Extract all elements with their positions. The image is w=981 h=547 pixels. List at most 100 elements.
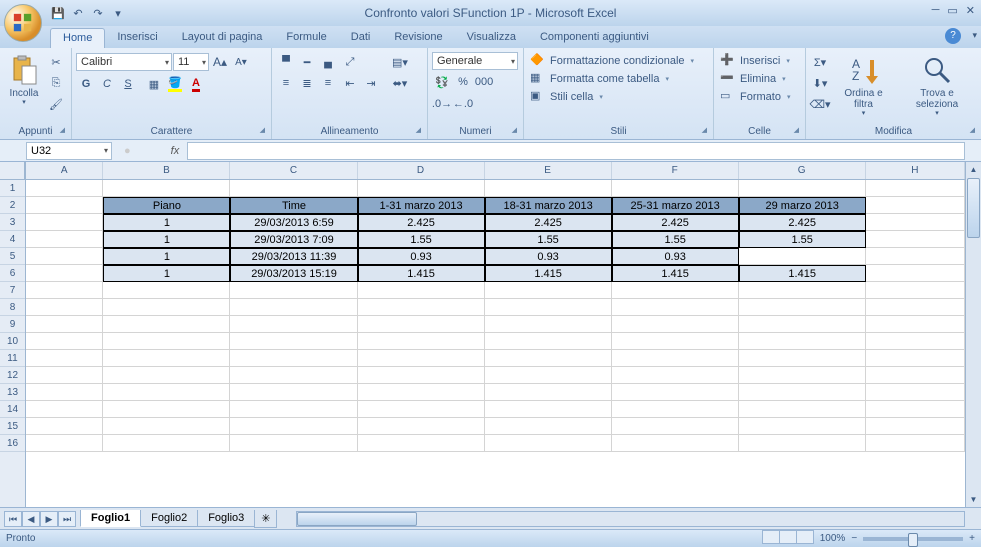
cell[interactable] (739, 316, 866, 333)
format-cells-button[interactable]: ▭Formato (718, 88, 792, 106)
cell[interactable] (230, 299, 357, 316)
help-icon[interactable]: ? (945, 28, 961, 44)
merge-center-button[interactable]: ⬌▾ (387, 73, 413, 93)
cell[interactable] (485, 299, 612, 316)
cell[interactable] (612, 401, 739, 418)
zoom-slider[interactable] (863, 537, 963, 541)
vertical-scrollbar[interactable]: ▲ ▼ (965, 162, 981, 507)
cut-icon[interactable]: ✂ (46, 52, 66, 72)
minimize-button[interactable]: ─ (932, 4, 940, 17)
sheet-tab-foglio3[interactable]: Foglio3 (197, 510, 255, 527)
fx-icon[interactable]: fx (171, 145, 180, 157)
cell[interactable] (866, 197, 965, 214)
cell[interactable] (612, 299, 739, 316)
cell[interactable]: 25-31 marzo 2013 (612, 197, 739, 214)
cell[interactable]: 18-31 marzo 2013 (485, 197, 612, 214)
row-header[interactable]: 12 (0, 367, 25, 384)
horizontal-scrollbar[interactable] (296, 511, 965, 527)
view-buttons[interactable] (763, 530, 814, 547)
cell[interactable] (230, 367, 357, 384)
cell[interactable] (26, 401, 103, 418)
cell[interactable] (739, 384, 866, 401)
row-header[interactable]: 10 (0, 333, 25, 350)
increase-decimal-icon[interactable]: .0→ (432, 94, 452, 114)
cell[interactable] (866, 299, 965, 316)
undo-icon[interactable]: ↶ (70, 5, 86, 21)
tab-home[interactable]: Home (50, 28, 105, 48)
cell[interactable] (739, 401, 866, 418)
cell[interactable]: 1.55 (739, 231, 866, 248)
shrink-font-icon[interactable]: A▾ (231, 52, 251, 72)
copy-icon[interactable]: ⎘ (46, 73, 66, 93)
cell[interactable] (230, 316, 357, 333)
orientation-icon[interactable]: ⤢ (340, 52, 360, 72)
cell[interactable] (26, 282, 103, 299)
border-icon[interactable]: ▦ (144, 74, 164, 94)
number-format-select[interactable]: Generale (432, 52, 518, 70)
insert-cells-button[interactable]: ➕Inserisci (718, 52, 792, 70)
cell[interactable] (230, 401, 357, 418)
format-painter-icon[interactable]: 🖌 (46, 94, 66, 114)
cell[interactable]: 1 (103, 231, 230, 248)
fill-color-icon[interactable]: 🪣 (165, 74, 185, 94)
name-box[interactable]: U32 (26, 142, 112, 160)
delete-cells-button[interactable]: ➖Elimina (718, 70, 788, 88)
cell[interactable]: 1 (103, 265, 230, 282)
cell[interactable] (26, 248, 103, 265)
row-header[interactable]: 2 (0, 197, 25, 214)
zoom-in-icon[interactable]: + (969, 533, 975, 544)
cell[interactable] (485, 316, 612, 333)
align-top-icon[interactable]: ▀ (276, 52, 296, 72)
cell[interactable] (103, 282, 230, 299)
column-header[interactable]: G (739, 162, 866, 179)
cell[interactable] (739, 299, 866, 316)
sheet-nav-last-icon[interactable]: ⏭ (58, 511, 76, 527)
cell[interactable] (230, 333, 357, 350)
cell[interactable] (358, 299, 485, 316)
cell[interactable] (866, 231, 965, 248)
cell[interactable] (230, 282, 357, 299)
cell[interactable] (866, 282, 965, 299)
cell[interactable] (866, 316, 965, 333)
tab-visualizza[interactable]: Visualizza (455, 28, 528, 48)
select-all-corner[interactable] (0, 162, 25, 180)
cell[interactable]: 0.93 (612, 248, 739, 265)
align-center-icon[interactable]: ≣ (297, 73, 317, 93)
cell[interactable] (358, 316, 485, 333)
align-left-icon[interactable]: ≡ (276, 73, 296, 93)
sheet-tab-foglio1[interactable]: Foglio1 (80, 510, 141, 527)
cell[interactable] (358, 367, 485, 384)
cell[interactable] (230, 180, 357, 197)
row-header[interactable]: 6 (0, 265, 25, 282)
percent-icon[interactable]: % (453, 72, 473, 92)
tab-formule[interactable]: Formule (274, 28, 338, 48)
cell[interactable] (485, 418, 612, 435)
cell[interactable]: 29/03/2013 11:39 (230, 248, 357, 265)
format-as-table-button[interactable]: ▦Formatta come tabella (528, 70, 671, 88)
comma-icon[interactable]: 000 (474, 72, 494, 92)
cell[interactable]: 29/03/2013 7:09 (230, 231, 357, 248)
cell-styles-button[interactable]: ▣Stili cella (528, 88, 605, 106)
cell[interactable] (230, 435, 357, 452)
clear-icon[interactable]: ⌫▾ (810, 94, 830, 114)
cell[interactable]: Piano (103, 197, 230, 214)
cell[interactable] (26, 367, 103, 384)
row-header[interactable]: 14 (0, 401, 25, 418)
cell[interactable] (26, 350, 103, 367)
cell[interactable] (103, 333, 230, 350)
cell[interactable] (485, 384, 612, 401)
cell[interactable] (612, 367, 739, 384)
font-name-select[interactable]: Calibri (76, 53, 172, 71)
cell[interactable] (26, 384, 103, 401)
cell[interactable] (103, 299, 230, 316)
cell[interactable] (485, 180, 612, 197)
cell[interactable] (358, 333, 485, 350)
row-header[interactable]: 11 (0, 350, 25, 367)
cell[interactable] (26, 231, 103, 248)
cell[interactable]: 1 (103, 214, 230, 231)
align-bottom-icon[interactable]: ▄ (318, 52, 338, 72)
tab-componenti-aggiuntivi[interactable]: Componenti aggiuntivi (528, 28, 661, 48)
cell[interactable] (739, 350, 866, 367)
column-header[interactable]: A (26, 162, 103, 179)
cell[interactable] (739, 180, 866, 197)
